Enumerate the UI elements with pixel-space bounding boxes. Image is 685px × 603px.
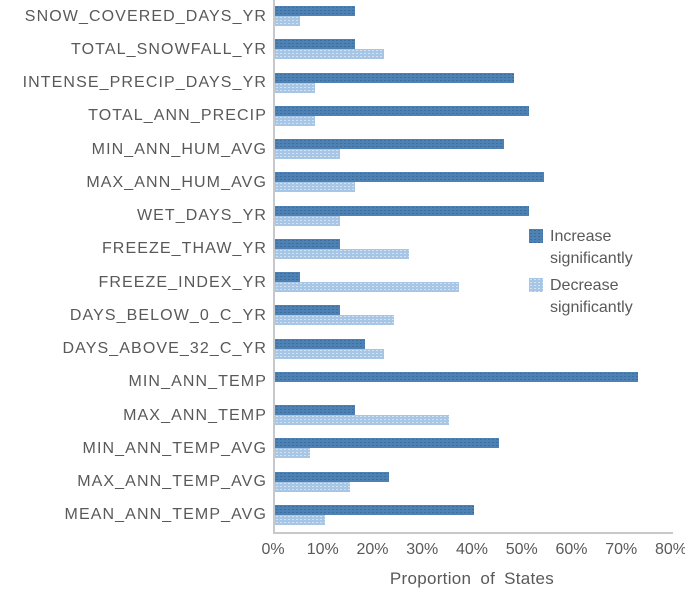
bar-increase xyxy=(275,39,355,50)
bar-decrease xyxy=(275,415,450,425)
bar-decrease xyxy=(275,248,410,259)
bar-increase xyxy=(275,205,529,216)
bar-increase xyxy=(275,172,544,183)
category-label: INTENSE_PRECIP_DAYS_YR xyxy=(22,74,267,92)
x-tick-label: 20% xyxy=(356,541,389,558)
bar-decrease xyxy=(275,282,460,292)
bar-decrease xyxy=(275,215,340,226)
legend-item: Increase significantly xyxy=(529,226,659,269)
bar-increase xyxy=(275,405,355,415)
category-label: MAX_ANN_TEMP_AVG xyxy=(77,473,267,491)
bar-increase xyxy=(275,504,474,515)
category-label: MEAN_ANN_TEMP_AVG xyxy=(64,506,267,524)
bar-decrease xyxy=(275,49,385,60)
bar-increase xyxy=(275,371,639,382)
x-tick-label: 80% xyxy=(654,541,685,558)
legend-item: Decrease significantly xyxy=(529,275,659,318)
bar-increase xyxy=(275,338,365,349)
legend: Increase significantly Decrease significa… xyxy=(529,226,659,324)
category-label: MIN_ANN_TEMP xyxy=(128,373,267,391)
category-label: DAYS_BELOW_0_C_YR xyxy=(69,306,267,324)
x-axis-title: Proportion of States xyxy=(389,569,555,588)
x-tick-label: 0% xyxy=(261,541,285,558)
bar-decrease xyxy=(275,514,325,525)
bar-decrease xyxy=(275,348,385,359)
category-label: FREEZE_THAW_YR xyxy=(101,240,267,258)
bar-increase xyxy=(275,105,529,116)
x-tick-label: 10% xyxy=(306,541,339,558)
bar-decrease xyxy=(275,448,310,459)
bar-increase xyxy=(275,6,355,16)
bar-increase xyxy=(275,238,340,249)
bar-decrease xyxy=(275,115,315,126)
bar-decrease xyxy=(275,182,355,193)
category-label: MAX_ANN_TEMP xyxy=(123,406,267,424)
x-tick-label: 30% xyxy=(406,541,439,558)
category-label: DAYS_ABOVE_32_C_YR xyxy=(62,340,267,358)
x-axis-ticks: 0% 10% 20% 30% 40% 50% 60% 70% 80% xyxy=(261,541,685,563)
x-tick-label: 40% xyxy=(455,541,489,558)
bar-increase xyxy=(275,438,499,449)
x-tick-label: 70% xyxy=(605,541,638,558)
bar-increase xyxy=(275,305,340,316)
category-label: WET_DAYS_YR xyxy=(136,207,267,225)
category-label: MAX_ANN_HUM_AVG xyxy=(86,173,267,191)
bar-decrease xyxy=(275,16,300,26)
bar-decrease xyxy=(275,149,340,159)
x-tick-label: 50% xyxy=(505,541,538,558)
category-label: TOTAL_ANN_PRECIP xyxy=(88,107,267,125)
legend-label: Decrease significantly xyxy=(550,277,633,316)
bar-increase xyxy=(275,139,504,149)
category-label: SNOW_COVERED_DAYS_YR xyxy=(24,7,267,25)
plot-area: Increase significantly Decrease significa… xyxy=(273,0,673,534)
legend-label: Increase significantly xyxy=(550,228,633,267)
category-label: FREEZE_INDEX_YR xyxy=(98,273,267,291)
bar-increase xyxy=(275,72,514,83)
bar-decrease xyxy=(275,481,350,492)
bar-decrease xyxy=(275,315,395,326)
legend-swatch-icon xyxy=(529,278,543,293)
category-label: MIN_ANN_HUM_AVG xyxy=(91,140,267,158)
bar-decrease xyxy=(275,82,315,93)
bar-increase xyxy=(275,471,390,482)
legend-swatch-icon xyxy=(529,229,543,243)
category-label: TOTAL_SNOWFALL_YR xyxy=(71,40,267,58)
y-axis-labels: SNOW_COVERED_DAYS_YR TOTAL_SNOWFALL_YR INT… xyxy=(0,0,267,532)
bar-increase xyxy=(275,272,300,282)
category-label: MIN_ANN_TEMP_AVG xyxy=(82,439,267,457)
x-tick-label: 60% xyxy=(555,541,588,558)
